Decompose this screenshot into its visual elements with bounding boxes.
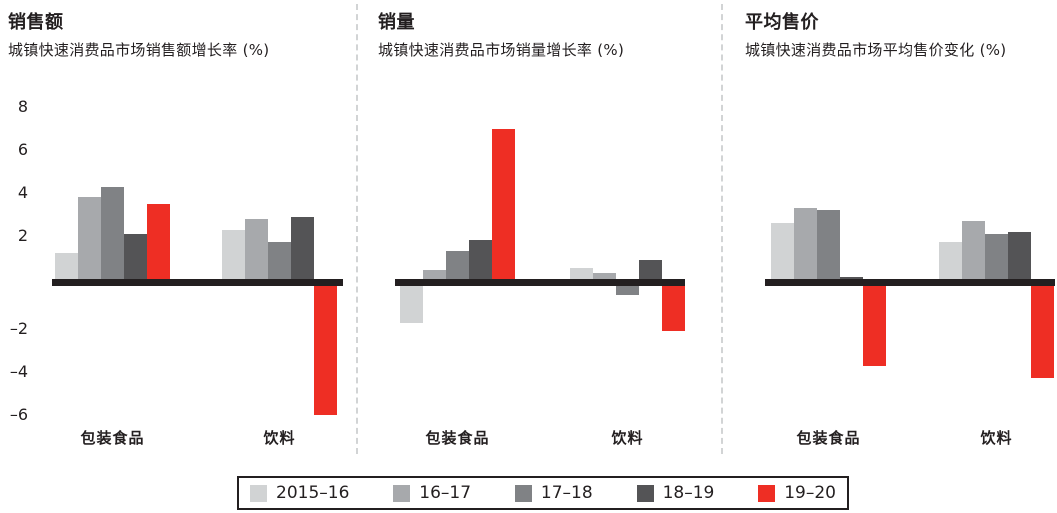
group-label: 包装食品 bbox=[425, 429, 490, 447]
bar-17-18 bbox=[101, 186, 124, 279]
legend-label: 19–20 bbox=[784, 483, 836, 503]
legend-label: 18–19 bbox=[662, 483, 715, 503]
legend-label: 17–18 bbox=[540, 483, 593, 503]
y-axis-tick: 4 bbox=[17, 183, 28, 202]
legend-label: 16–17 bbox=[419, 483, 472, 503]
legend-swatch bbox=[393, 484, 411, 502]
bar-19-20 bbox=[662, 286, 685, 332]
plot-area-volume: 包装食品 饮料 bbox=[360, 0, 722, 513]
bar-2015-16 bbox=[222, 229, 245, 279]
panel-1: 销售额 城镇快速消费品市场销售额增长率 (%) 8 6 4 2 –2 –4 –6 包装食品 饮… bbox=[0, 0, 356, 513]
y-axis-tick: 8 bbox=[17, 97, 28, 116]
bar-18-19 bbox=[840, 276, 863, 279]
panel-title-sales-value: 销售额 bbox=[8, 12, 64, 33]
legend-swatch bbox=[250, 484, 267, 502]
zero-axis-line bbox=[52, 279, 343, 286]
bar-16-17 bbox=[245, 218, 268, 279]
y-axis-tick: 2 bbox=[17, 226, 28, 245]
bar-2015-16 bbox=[771, 223, 794, 279]
bar-16-17 bbox=[78, 197, 101, 279]
legend: 2015–16 16–17 17–18 18–19 19–20 bbox=[237, 476, 849, 510]
bar-17-18 bbox=[985, 233, 1008, 279]
panel-subtitle-sales-value: 城镇快速消费品市场销售额增长率 (%) bbox=[8, 41, 270, 59]
legend-swatch bbox=[758, 484, 776, 502]
group-label: 包装食品 bbox=[80, 429, 145, 447]
bar-18-19 bbox=[124, 233, 147, 279]
bar-19-20 bbox=[492, 128, 515, 279]
bar-2015-16 bbox=[55, 253, 78, 279]
legend-item: 18–19 bbox=[636, 483, 715, 503]
group-label: 饮料 bbox=[980, 429, 1013, 447]
legend-swatch bbox=[514, 484, 532, 502]
bar-18-19 bbox=[469, 240, 492, 279]
group-label: 饮料 bbox=[263, 429, 296, 447]
y-axis-tick: –2 bbox=[9, 319, 28, 338]
group-label: 包装食品 bbox=[796, 429, 861, 447]
bar-19-20 bbox=[863, 286, 886, 366]
zero-axis-line bbox=[395, 279, 685, 286]
panel-separator-2 bbox=[721, 4, 723, 454]
bar-2015-16 bbox=[570, 268, 593, 279]
panel-separator-1 bbox=[356, 4, 358, 454]
panel-title-volume: 销量 bbox=[378, 12, 415, 33]
bar-18-19 bbox=[291, 216, 314, 279]
bar-16-17 bbox=[593, 272, 616, 279]
plot-area-sales-value: 包装食品 饮料 bbox=[0, 0, 356, 513]
panel-title-avg-price: 平均售价 bbox=[745, 12, 819, 33]
zero-axis-line bbox=[765, 279, 1055, 286]
bar-19-20 bbox=[314, 286, 337, 415]
bar-17-18 bbox=[817, 210, 840, 279]
plot-area-avg-price: 包装食品 饮料 bbox=[726, 0, 1057, 513]
group-label: 饮料 bbox=[611, 429, 644, 447]
y-axis-tick: 6 bbox=[17, 140, 28, 159]
panel-3: 平均售价 城镇快速消费品市场平均售价变化 (%) 包装食品 饮料 bbox=[726, 0, 1057, 513]
bar-17-18 bbox=[616, 286, 639, 295]
bar-16-17 bbox=[423, 270, 446, 279]
bar-2015-16 bbox=[400, 286, 423, 323]
panel-subtitle-avg-price: 城镇快速消费品市场平均售价变化 (%) bbox=[745, 41, 1007, 59]
panel-subtitle-volume: 城镇快速消费品市场销量增长率 (%) bbox=[378, 41, 625, 59]
legend-label: 2015–16 bbox=[276, 483, 350, 503]
legend-swatch bbox=[636, 484, 654, 502]
bar-2015-16 bbox=[939, 242, 962, 279]
bar-19-20 bbox=[147, 203, 170, 279]
y-axis-tick: –6 bbox=[9, 405, 28, 424]
legend-item: 2015–16 bbox=[250, 483, 349, 503]
bar-16-17 bbox=[962, 220, 985, 279]
y-axis: 8 6 4 2 –2 –4 –6 bbox=[0, 0, 30, 460]
panel-2: 销量 城镇快速消费品市场销量增长率 (%) 包装食品 饮料 bbox=[360, 0, 722, 513]
legend-item: 17–18 bbox=[514, 483, 593, 503]
legend-item: 19–20 bbox=[758, 483, 836, 503]
bar-17-18 bbox=[446, 251, 469, 279]
bar-18-19 bbox=[639, 259, 662, 279]
legend-item: 16–17 bbox=[393, 483, 471, 503]
bar-18-19 bbox=[1008, 231, 1031, 279]
bar-19-20 bbox=[1031, 286, 1054, 379]
bar-17-18 bbox=[268, 242, 291, 279]
bar-16-17 bbox=[794, 208, 817, 279]
y-axis-tick: –4 bbox=[9, 362, 28, 381]
